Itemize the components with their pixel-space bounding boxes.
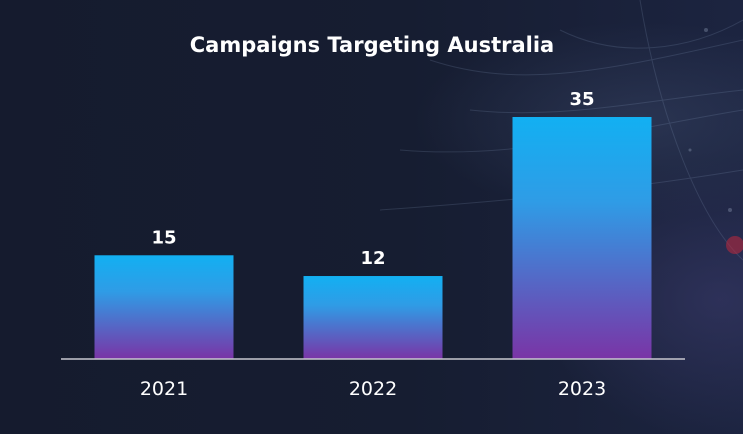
chart-title: Campaigns Targeting Australia (190, 33, 554, 57)
bar-2023 (512, 117, 652, 359)
x-tick-label-2023: 2023 (558, 378, 606, 400)
bar-2021 (94, 255, 234, 359)
x-tick-label-2021: 2021 (140, 378, 188, 400)
data-label-2023: 35 (569, 89, 594, 110)
x-axis-ticks: 2021 2022 2023 (140, 378, 606, 400)
data-labels-group: 15 12 35 (151, 89, 594, 269)
bars-group (94, 117, 652, 359)
bar-2022 (303, 276, 443, 359)
data-label-2021: 15 (151, 227, 176, 248)
x-tick-label-2022: 2022 (349, 378, 397, 400)
data-label-2022: 12 (360, 248, 385, 269)
